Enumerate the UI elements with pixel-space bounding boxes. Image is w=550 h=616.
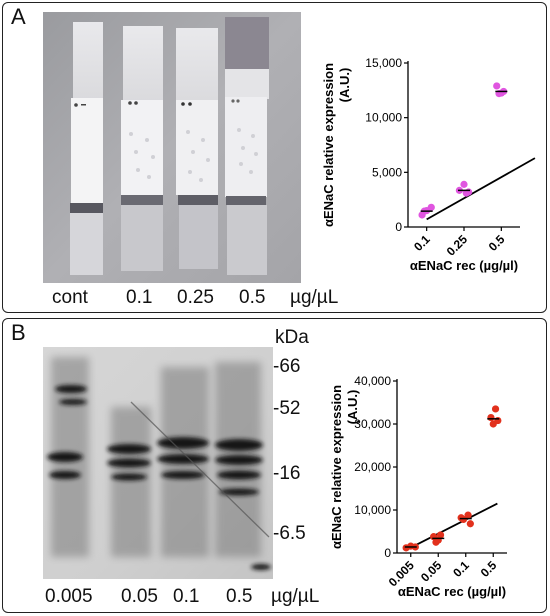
y-tick-label: 10,000: [354, 503, 391, 517]
western-blot-photo: [43, 347, 273, 579]
data-point: [460, 180, 468, 188]
data-point: [464, 511, 472, 519]
panel-b-letter: B: [11, 320, 26, 345]
data-point: [466, 520, 474, 528]
lane-label-cont: cont: [52, 287, 88, 308]
lane-label-0.25: 0.25: [177, 287, 214, 308]
panel-b: B: [2, 318, 547, 613]
data-point: [497, 89, 505, 97]
strip-0.25: [176, 28, 218, 269]
marker-16: -16: [273, 463, 301, 484]
x-axis-label: αENaC rec (µg/µl): [410, 258, 518, 273]
lane-label-0.05: 0.05: [121, 586, 158, 607]
chart-a: 0 5,000 10,000 15,000 0.1 0.25 0.5 αENaC rec (µ…: [321, 56, 536, 273]
panel-a: A: [2, 2, 547, 313]
kda-title: kDa: [275, 327, 309, 348]
x-tick-label: 0.5: [486, 232, 508, 254]
y-tick-label: 10,000: [365, 111, 402, 125]
lane-label-0.005: 0.005: [45, 586, 93, 607]
lane-label-0.5: 0.5: [239, 287, 266, 308]
data-point: [434, 536, 442, 544]
strip-cont: [70, 22, 103, 275]
marker-66: -66: [273, 356, 301, 377]
data-point: [491, 405, 500, 413]
x-axis-label: αENaC rec (µg/µl): [398, 584, 506, 599]
data-point: [487, 413, 495, 422]
x-tick-label: 0.1: [450, 558, 472, 580]
marker-6.5: -6.5: [273, 523, 306, 544]
strip-0.5: [225, 17, 269, 275]
panel-a-letter: A: [11, 4, 26, 29]
y-tick-label: 20,000: [354, 460, 391, 474]
x-tick-label: 0.05: [418, 558, 445, 585]
x-tick-label: 0.1: [411, 232, 433, 254]
y-tick-label: 30,000: [354, 417, 391, 431]
lane-label-0.5b: 0.5: [226, 586, 253, 607]
unit-label-b: µg/µL: [271, 586, 320, 607]
data-point: [494, 416, 502, 425]
y-tick-label: 0: [384, 546, 391, 560]
unit-label-a: µg/µL: [290, 287, 339, 308]
regression-line: [404, 502, 498, 552]
dot-blot-photo: [43, 12, 301, 283]
y-axis-sublabel: (A.U.): [345, 390, 360, 425]
regression-line: [426, 157, 536, 221]
data-point: [457, 514, 465, 522]
y-axis-sublabel: (A.U.): [337, 68, 352, 103]
y-tick-label: 5,000: [372, 165, 402, 179]
y-tick-label: 40,000: [354, 374, 391, 388]
data-point: [493, 82, 501, 90]
x-tick-label: 0.5: [478, 558, 500, 580]
y-axis-label: αENaC relative expression: [329, 385, 344, 549]
marker-52: -52: [273, 398, 301, 419]
strip-0.1: [121, 26, 163, 271]
y-tick-label: 0: [395, 220, 402, 234]
lane-label-0.1: 0.1: [126, 287, 153, 308]
data-point: [427, 203, 435, 211]
x-tick-label: 0.25: [444, 232, 471, 259]
data-point: [465, 188, 473, 196]
y-axis-label: αENaC relative expression: [321, 63, 336, 227]
lane-label-0.1b: 0.1: [173, 586, 200, 607]
y-tick-label: 15,000: [365, 56, 402, 70]
